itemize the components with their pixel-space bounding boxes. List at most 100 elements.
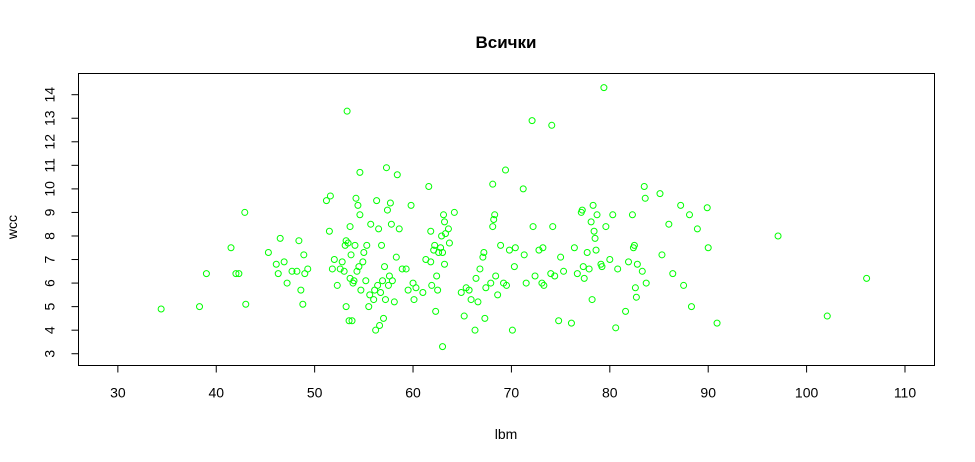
data-point (297, 286, 305, 294)
y-tick-label: 4 (42, 326, 58, 334)
data-point (402, 265, 410, 273)
data-point (355, 263, 363, 271)
x-tick-label: 40 (208, 385, 224, 401)
data-point (388, 277, 396, 285)
data-point (510, 263, 518, 271)
data-point (366, 291, 374, 299)
x-tick-label: 80 (602, 385, 618, 401)
data-point (632, 293, 640, 301)
data-point (472, 274, 480, 282)
chart-title: Всички (475, 33, 536, 52)
data-point (583, 248, 591, 256)
data-point (641, 194, 649, 202)
data-point (445, 239, 453, 247)
data-point (242, 300, 250, 308)
data-point (551, 272, 559, 280)
data-point (598, 263, 606, 271)
data-point (404, 286, 412, 294)
data-point (570, 244, 578, 252)
data-point (560, 267, 568, 275)
data-point (410, 296, 418, 304)
data-point (590, 227, 598, 235)
data-point (439, 343, 447, 351)
data-point (280, 258, 288, 266)
data-point (439, 248, 447, 256)
y-tick-label: 12 (42, 134, 58, 150)
data-point (342, 237, 350, 245)
data-point (299, 300, 307, 308)
data-point (350, 277, 358, 285)
x-tick-label: 30 (110, 385, 126, 401)
data-point (587, 218, 595, 226)
data-point (531, 272, 539, 280)
data-point (433, 272, 441, 280)
data-point (547, 270, 555, 278)
data-point (441, 260, 449, 268)
data-point (428, 281, 436, 289)
data-point (382, 164, 390, 172)
data-point (431, 241, 439, 249)
data-point (438, 232, 446, 240)
data-point (427, 258, 435, 266)
data-point (377, 289, 385, 296)
data-point (591, 234, 599, 242)
data-point (398, 265, 406, 273)
data-point (538, 279, 546, 287)
data-point (360, 248, 368, 256)
data-point (589, 201, 597, 209)
data-point (555, 317, 563, 325)
data-point (481, 314, 489, 322)
data-point (407, 201, 415, 209)
data-point (491, 211, 499, 219)
data-point (330, 256, 338, 264)
data-point (376, 321, 384, 329)
data-point (489, 180, 497, 188)
data-point (520, 251, 528, 259)
data-point (480, 248, 488, 256)
data-point (288, 267, 296, 275)
data-point (863, 274, 871, 282)
data-point (519, 185, 527, 193)
data-point (378, 241, 386, 249)
y-axis: 3 4 5 6 7 8 9 10 11 12 13 14 (42, 87, 79, 358)
y-tick-label: 11 (42, 158, 58, 173)
data-point (283, 279, 291, 287)
data-point (395, 225, 403, 233)
data-point (592, 246, 600, 254)
data-point (356, 168, 364, 176)
data-point (356, 211, 364, 219)
data-point (640, 183, 648, 191)
data-point (579, 263, 587, 271)
data-point (460, 312, 468, 320)
y-tick-label: 5 (42, 303, 58, 311)
data-point (372, 326, 380, 334)
data-point (367, 220, 375, 228)
data-point (202, 270, 210, 278)
y-tick-label: 10 (42, 181, 58, 197)
data-point (392, 253, 400, 261)
data-point (241, 208, 249, 216)
data-point (658, 251, 666, 259)
data-point (427, 227, 435, 235)
data-point (633, 260, 641, 268)
data-point (437, 244, 445, 252)
data-point (393, 171, 401, 179)
data-point (474, 298, 482, 306)
data-point (440, 211, 448, 219)
data-point (625, 258, 633, 266)
data-point (274, 270, 282, 278)
data-point (528, 117, 536, 125)
data-point (386, 199, 394, 207)
data-point (522, 279, 530, 287)
data-point (540, 281, 548, 289)
data-point (363, 241, 371, 249)
data-point (157, 305, 165, 313)
y-axis-label: wcc (4, 215, 20, 240)
x-axis-label: lbm (495, 426, 518, 442)
data-point (333, 281, 341, 289)
data-point (387, 220, 395, 228)
data-point (338, 258, 346, 266)
data-point (304, 265, 312, 273)
data-point (359, 258, 367, 266)
